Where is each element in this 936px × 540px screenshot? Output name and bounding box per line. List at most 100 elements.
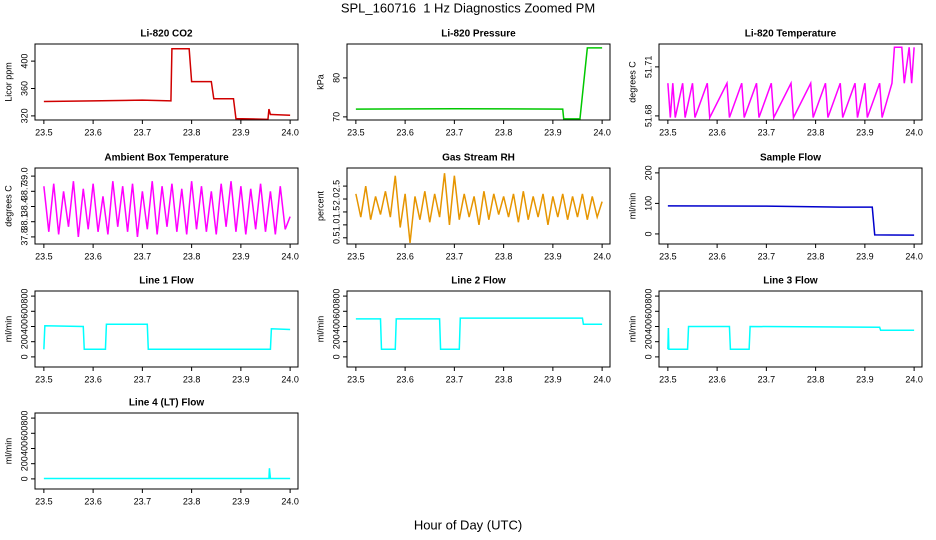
x-tick-label: 23.5 [35, 251, 53, 261]
data-line [355, 173, 603, 244]
y-tick-label: 0 [643, 354, 653, 359]
x-tick-label: 23.6 [84, 127, 102, 137]
y-tick-label: 600 [19, 426, 29, 441]
y-tick-label: 800 [19, 289, 29, 304]
plot-frame [34, 43, 299, 121]
x-tick-label: 24.0 [905, 127, 923, 137]
x-tick-label: 23.8 [807, 251, 825, 261]
panel-title: Sample Flow [760, 153, 821, 164]
data-line [667, 325, 915, 351]
x-tick-label: 23.9 [544, 127, 562, 137]
x-tick-label: 23.5 [347, 127, 365, 137]
y-tick-label: 51.71 [643, 56, 653, 79]
data-line [667, 205, 915, 236]
y-tick-label: 0 [331, 354, 341, 359]
x-tick-label: 23.8 [807, 127, 825, 137]
y-tick-label: 1.0 [331, 219, 341, 232]
y-tick-label: 0 [643, 231, 653, 236]
y-tick-label: 0 [19, 354, 29, 359]
x-tick-label: 23.6 [708, 251, 726, 261]
x-tick-label: 24.0 [593, 251, 611, 261]
y-tick-label: 38.4 [19, 198, 29, 216]
y-axis-label: Licor ppm [3, 62, 13, 102]
y-tick-label: 200 [643, 334, 653, 349]
y-axis-label: ml/min [3, 438, 13, 465]
x-tick-label: 23.8 [807, 374, 825, 384]
y-tick-label: 37.8 [19, 228, 29, 246]
x-tick-label: 23.9 [544, 374, 562, 384]
x-tick-label: 23.6 [84, 496, 102, 506]
x-tick-label: 23.7 [758, 127, 776, 137]
x-tick-label: 23.5 [659, 127, 677, 137]
y-tick-label: 2.0 [331, 193, 341, 206]
panel-title: Li-820 Pressure [441, 29, 516, 40]
y-axis-label: degrees C [627, 61, 637, 103]
plot-frame [658, 43, 923, 121]
y-tick-label: 0 [19, 476, 29, 481]
panel-title: Line 1 Flow [139, 276, 194, 287]
x-tick-label: 23.5 [659, 374, 677, 384]
y-axis-label: percent [315, 190, 325, 221]
y-tick-label: 600 [331, 304, 341, 319]
x-tick-label: 24.0 [905, 374, 923, 384]
x-tick-label: 24.0 [905, 251, 923, 261]
plot-frame [34, 412, 299, 490]
y-tick-label: 80 [331, 73, 341, 83]
x-tick-label: 23.6 [396, 251, 414, 261]
x-tick-label: 23.8 [183, 251, 201, 261]
x-tick-label: 23.7 [134, 251, 152, 261]
x-tick-label: 23.6 [396, 374, 414, 384]
x-tick-label: 23.8 [183, 374, 201, 384]
plot-frame [346, 43, 611, 121]
x-tick-label: 23.8 [495, 127, 513, 137]
y-tick-label: 400 [19, 441, 29, 456]
x-tick-label: 23.5 [347, 374, 365, 384]
x-tick-label: 23.9 [232, 251, 250, 261]
x-tick-label: 23.7 [758, 251, 776, 261]
data-line [43, 323, 291, 351]
data-line [355, 317, 603, 351]
plot-frame [34, 290, 299, 368]
panel-title: Li-820 CO2 [140, 29, 193, 40]
y-tick-label: 200 [19, 456, 29, 471]
y-tick-label: 39.0 [19, 167, 29, 185]
plot-frame [346, 290, 611, 368]
x-tick-label: 23.8 [495, 251, 513, 261]
x-tick-label: 23.6 [84, 251, 102, 261]
y-tick-label: 400 [331, 319, 341, 334]
y-tick-label: 400 [643, 319, 653, 334]
y-tick-label: 200 [643, 165, 653, 180]
panel-title: Line 2 Flow [451, 276, 506, 287]
y-tick-label: 200 [19, 334, 29, 349]
x-tick-label: 23.9 [232, 374, 250, 384]
y-tick-label: 360 [19, 81, 29, 96]
y-tick-label: 600 [19, 304, 29, 319]
y-tick-label: 70 [331, 112, 341, 122]
y-tick-label: 38.1 [19, 213, 29, 231]
data-line [355, 47, 603, 120]
y-axis-label: kPa [315, 74, 325, 90]
x-axis-label: Hour of Day (UTC) [414, 517, 522, 532]
figure-title: SPL_160716 1 Hz Diagnostics Zoomed PM [341, 0, 595, 15]
x-tick-label: 24.0 [281, 496, 299, 506]
y-tick-label: 0.5 [331, 232, 341, 245]
plot-frame [658, 167, 923, 245]
data-line [43, 181, 291, 237]
y-tick-label: 100 [643, 196, 653, 211]
panel-title: Gas Stream RH [442, 153, 515, 164]
x-tick-label: 23.9 [856, 251, 874, 261]
x-tick-label: 24.0 [593, 374, 611, 384]
y-tick-label: 200 [331, 334, 341, 349]
x-tick-label: 23.8 [495, 374, 513, 384]
x-tick-label: 23.5 [35, 374, 53, 384]
x-tick-label: 23.6 [708, 127, 726, 137]
x-tick-label: 23.6 [396, 127, 414, 137]
y-axis-label: ml/min [627, 193, 637, 220]
x-tick-label: 23.7 [446, 251, 464, 261]
x-tick-label: 23.7 [758, 374, 776, 384]
y-tick-label: 800 [331, 289, 341, 304]
y-tick-label: 800 [19, 411, 29, 426]
y-tick-label: 320 [19, 108, 29, 123]
x-tick-label: 24.0 [281, 127, 299, 137]
